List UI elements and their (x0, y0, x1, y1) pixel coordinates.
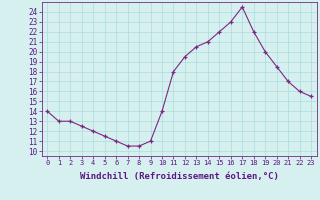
X-axis label: Windchill (Refroidissement éolien,°C): Windchill (Refroidissement éolien,°C) (80, 172, 279, 181)
